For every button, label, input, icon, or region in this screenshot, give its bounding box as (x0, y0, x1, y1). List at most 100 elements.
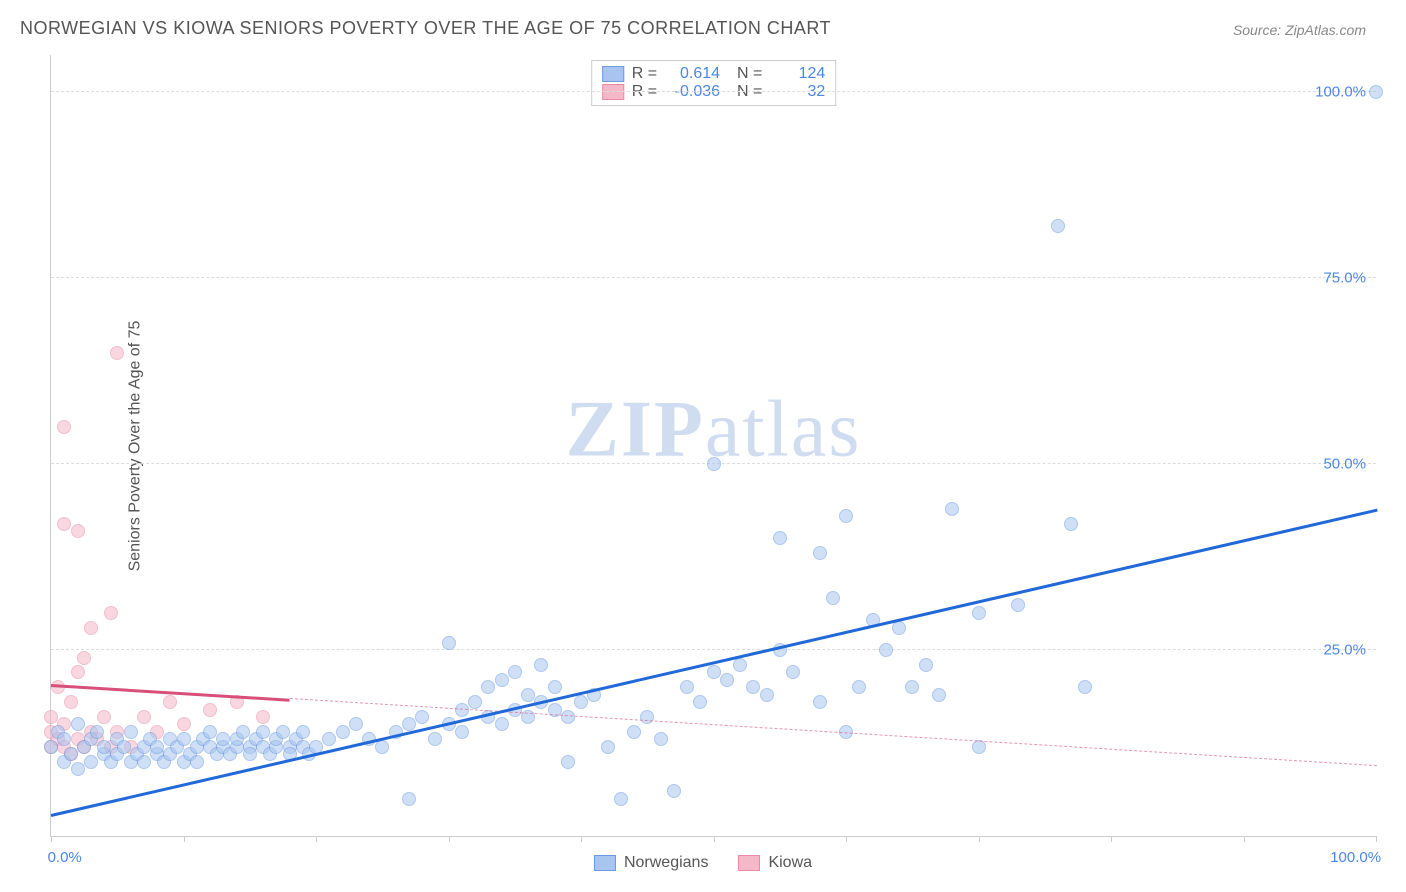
data-point (256, 710, 270, 724)
data-point (468, 695, 482, 709)
data-point (64, 695, 78, 709)
gridline (51, 91, 1376, 92)
data-point (905, 680, 919, 694)
data-point (614, 792, 628, 806)
stat-r-value: 0.614 (665, 65, 720, 83)
x-tick (581, 836, 582, 842)
data-point (442, 636, 456, 650)
data-point (495, 717, 509, 731)
data-point (104, 606, 118, 620)
data-point (932, 688, 946, 702)
legend-label: Kiowa (768, 854, 812, 872)
stat-n-value: 124 (770, 65, 825, 83)
data-point (852, 680, 866, 694)
data-point (707, 665, 721, 679)
data-point (548, 680, 562, 694)
data-point (177, 732, 191, 746)
chart-title: NORWEGIAN VS KIOWA SENIORS POVERTY OVER … (20, 18, 831, 38)
stats-row: R =0.614 N =124 (602, 65, 826, 83)
x-tick-label: 0.0% (48, 849, 82, 866)
x-tick (714, 836, 715, 842)
data-point (627, 725, 641, 739)
data-point (667, 784, 681, 798)
data-point (77, 651, 91, 665)
data-point (1064, 517, 1078, 531)
data-point (654, 732, 668, 746)
data-point (117, 740, 131, 754)
gridline (51, 277, 1376, 278)
data-point (336, 725, 350, 739)
data-point (150, 740, 164, 754)
data-point (349, 717, 363, 731)
data-point (534, 658, 548, 672)
trend-line-dashed (289, 698, 1376, 766)
data-point (57, 732, 71, 746)
data-point (44, 740, 58, 754)
x-tick (1111, 836, 1112, 842)
data-point (773, 531, 787, 545)
data-point (71, 665, 85, 679)
data-point (44, 710, 58, 724)
legend-label: Norwegians (624, 854, 708, 872)
data-point (693, 695, 707, 709)
data-point (972, 606, 986, 620)
data-point (110, 346, 124, 360)
data-point (945, 502, 959, 516)
chart-plot-area: ZIPatlas R =0.614 N =124R =-0.036 N =32 … (50, 55, 1376, 837)
data-point (640, 710, 654, 724)
data-point (892, 621, 906, 635)
data-point (561, 755, 575, 769)
y-tick-label: 25.0% (1323, 642, 1366, 659)
x-tick (979, 836, 980, 842)
data-point (57, 517, 71, 531)
data-point (84, 755, 98, 769)
series-legend: Norwegians Kiowa (594, 854, 812, 872)
y-tick-label: 50.0% (1323, 456, 1366, 473)
data-point (707, 457, 721, 471)
x-tick (184, 836, 185, 842)
data-point (680, 680, 694, 694)
data-point (481, 680, 495, 694)
data-point (428, 732, 442, 746)
data-point (508, 665, 522, 679)
y-tick-label: 75.0% (1323, 270, 1366, 287)
trend-line (51, 508, 1378, 816)
data-point (84, 621, 98, 635)
legend-swatch (594, 855, 616, 871)
data-point (296, 725, 310, 739)
x-tick-label: 100.0% (1330, 849, 1381, 866)
x-tick (846, 836, 847, 842)
data-point (203, 703, 217, 717)
data-point (760, 688, 774, 702)
data-point (375, 740, 389, 754)
correlation-stats-box: R =0.614 N =124R =-0.036 N =32 (591, 60, 837, 106)
data-point (124, 725, 138, 739)
data-point (1369, 85, 1383, 99)
x-tick (449, 836, 450, 842)
data-point (137, 710, 151, 724)
data-point (839, 509, 853, 523)
data-point (64, 747, 78, 761)
data-point (71, 762, 85, 776)
data-point (733, 658, 747, 672)
data-point (243, 747, 257, 761)
legend-item: Kiowa (738, 854, 812, 872)
data-point (71, 717, 85, 731)
data-point (203, 725, 217, 739)
data-point (495, 673, 509, 687)
data-point (137, 755, 151, 769)
y-tick-label: 100.0% (1315, 84, 1366, 101)
data-point (163, 695, 177, 709)
series-swatch (602, 66, 624, 82)
data-point (786, 665, 800, 679)
data-point (190, 755, 204, 769)
data-point (1051, 219, 1065, 233)
data-point (97, 740, 111, 754)
data-point (322, 732, 336, 746)
x-tick (1376, 836, 1377, 842)
data-point (746, 680, 760, 694)
data-point (276, 725, 290, 739)
data-point (71, 524, 85, 538)
data-point (561, 710, 575, 724)
stat-r-label: R = (632, 65, 657, 83)
